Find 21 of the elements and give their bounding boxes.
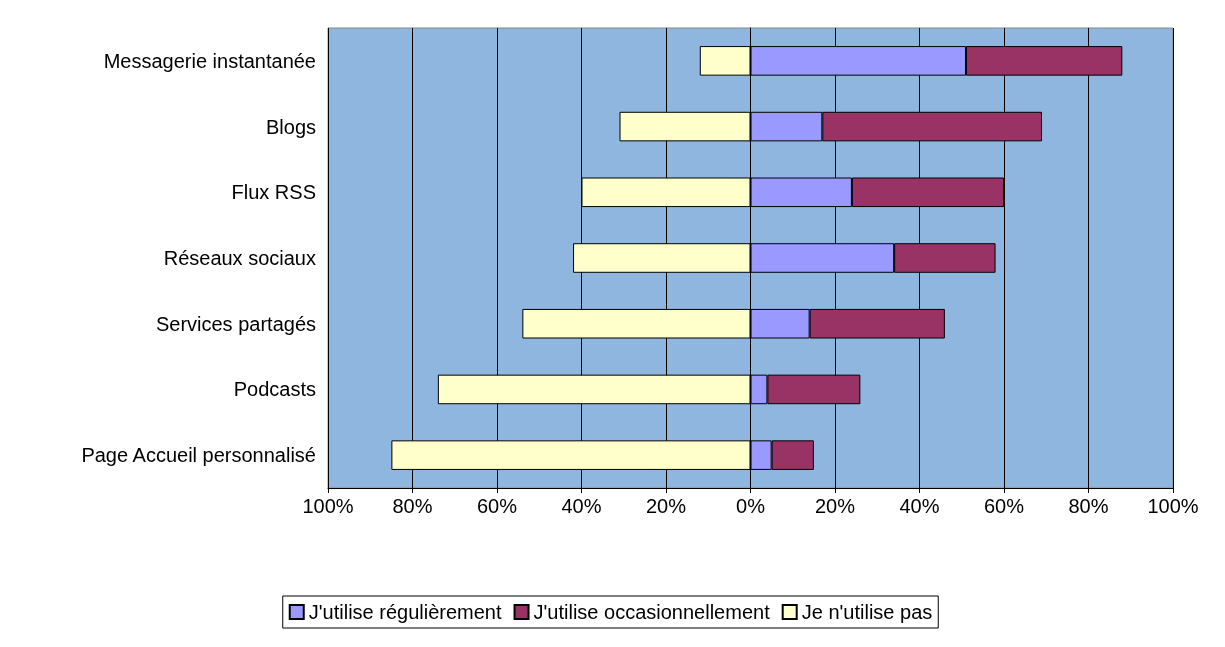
legend-label: J'utilise occasionnellement <box>533 601 771 623</box>
y-tick-label: Blogs <box>265 115 316 138</box>
x-tick-label: 40% <box>899 495 940 517</box>
x-tick-label: 80% <box>392 495 433 517</box>
x-tick-label: 80% <box>1068 495 1109 517</box>
x-tick-label: 60% <box>983 495 1025 517</box>
x-tick-label: 100% <box>302 495 354 517</box>
x-tick-label: 100% <box>1147 495 1199 517</box>
y-tick-label: Podcasts <box>233 378 316 401</box>
y-tick-label: Réseaux sociaux <box>163 247 316 269</box>
legend-label: Je n'utilise pas <box>801 601 933 623</box>
x-tick-label: 40% <box>561 495 602 517</box>
y-tick-label: Page Accueil personnalisé <box>81 444 316 467</box>
y-tick-label: Flux RSS <box>231 181 316 204</box>
y-tick-label: Services partagés <box>155 312 316 335</box>
y-tick-label: Messagerie instantanée <box>103 49 316 72</box>
x-tick-label: 20% <box>814 495 856 517</box>
legend-label: J'utilise régulièrement <box>308 601 502 623</box>
x-tick-label: 0% <box>736 495 766 517</box>
x-tick-label: 60% <box>476 495 518 517</box>
x-tick-label: 20% <box>645 495 687 517</box>
